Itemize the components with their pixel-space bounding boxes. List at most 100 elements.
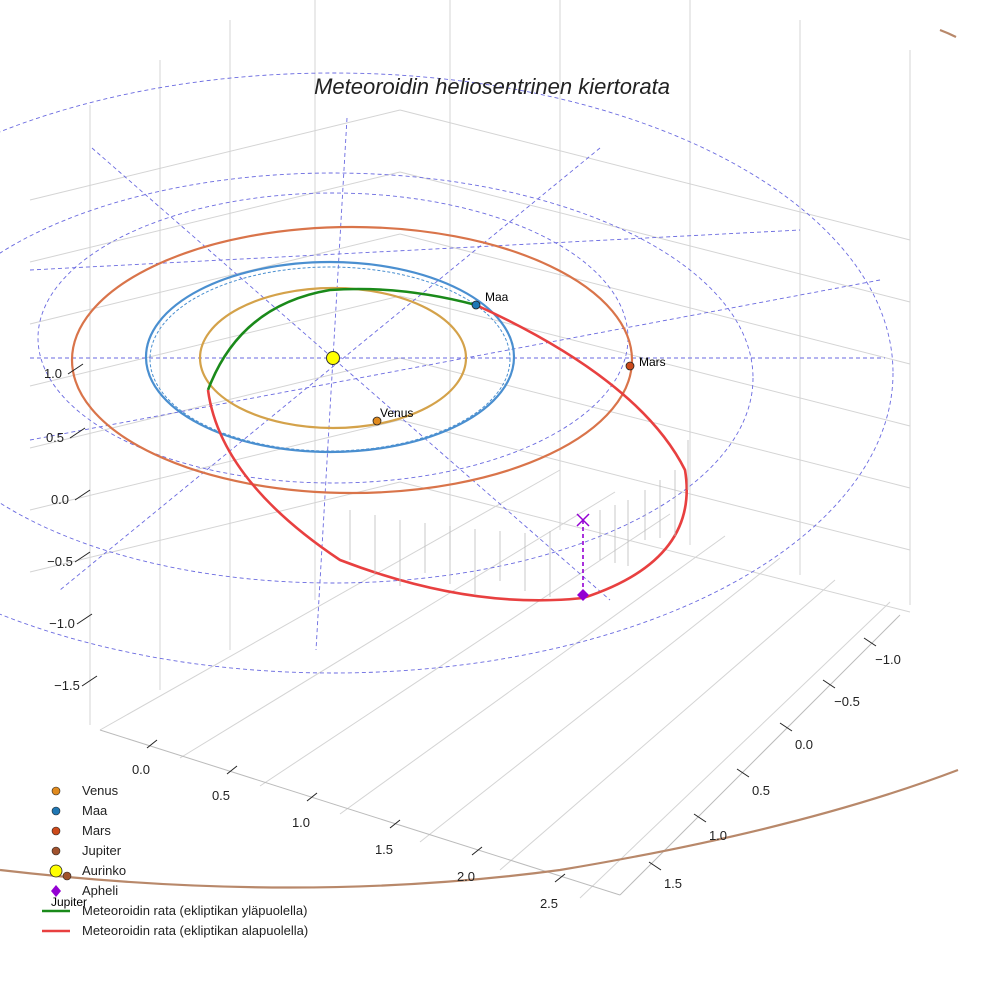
grid-line (579, 601, 891, 899)
z-tick-label: −1.0 (49, 616, 75, 631)
y-tick-label: 0.5 (752, 783, 770, 798)
z-tick-label: −1.5 (54, 678, 80, 693)
legend-label: Meteoroidin rata (ekliptikan yläpuolella… (82, 903, 307, 918)
grid-line (399, 171, 911, 303)
grid-line (29, 233, 401, 325)
z-tick-mark (81, 675, 98, 687)
ecliptic-ring (0, 172, 754, 584)
y-tick-label: 0.0 (795, 737, 813, 752)
grid-line (419, 557, 781, 843)
orbit-jupiter-arc-top (939, 28, 957, 38)
ecliptic-ring (0, 72, 894, 674)
planet-label-venus: Venus (380, 406, 413, 420)
tick-labels: 1.0 0.5 0.0 −0.5 −1.0 −1.5 0.0 0.5 1.0 1.5 2.0 2.5 −… (44, 363, 901, 911)
z-tick-mark (74, 489, 91, 501)
x-tick-label: 1.5 (375, 842, 393, 857)
y-tick-label: 1.5 (664, 876, 682, 891)
grid-line (99, 469, 561, 731)
z-tick-mark (76, 613, 93, 625)
planet-marker-maa (471, 300, 481, 310)
z-tick-label: −0.5 (47, 554, 73, 569)
legend-label: Venus (82, 783, 119, 798)
z-tick-label: 0.5 (46, 430, 64, 445)
grid-line (29, 357, 401, 449)
grid-line (29, 171, 401, 263)
chart-title: Meteoroidin heliosentrinen kiertorata (314, 74, 670, 99)
legend-label: Maa (82, 803, 108, 818)
y-tick-label: −0.5 (834, 694, 860, 709)
grid-line (29, 109, 401, 201)
grid-line (339, 535, 726, 815)
planet-marker-venus (372, 416, 382, 426)
ecliptic-reference-grid (0, 72, 894, 674)
y-tick-mark (648, 861, 662, 871)
sun-marker (326, 351, 340, 365)
grid-line (29, 481, 401, 573)
x-tick-mark (471, 846, 483, 856)
x-tick-label: 1.0 (292, 815, 310, 830)
z-tick-label: 1.0 (44, 366, 62, 381)
y-tick-mark (863, 637, 877, 647)
z-tick-label: 0.0 (51, 492, 69, 507)
orbit-jupiter (0, 768, 959, 889)
y-tick-label: 1.0 (709, 828, 727, 843)
x-tick-label: 0.0 (132, 762, 150, 777)
aphelion-projection-marker (576, 513, 590, 527)
jupiter-marker (62, 871, 72, 881)
y-tick-mark (736, 768, 750, 778)
grid-line (499, 579, 836, 871)
x-tick-mark (146, 739, 158, 749)
y-tick-mark (693, 813, 707, 823)
ecliptic-spoke (29, 229, 801, 271)
legend-label: Meteoroidin rata (ekliptikan alapuolella… (82, 923, 308, 938)
legend: Venus Maa Mars Jupiter Aurinko Apheli Meteoroi… (42, 783, 308, 938)
planet-label-maa: Maa (485, 290, 509, 304)
z-tick-mark (69, 427, 86, 439)
grid-line (399, 295, 911, 427)
ecliptic-spoke (29, 279, 881, 441)
x-tick-label: 0.5 (212, 788, 230, 803)
z-tick-mark (74, 551, 91, 563)
axis-line (619, 614, 901, 896)
orbit-mars (70, 225, 634, 495)
ecliptic-spoke (59, 147, 601, 591)
grid-line (399, 109, 911, 241)
axis-grid (29, 0, 911, 899)
y-tick-label: −1.0 (875, 652, 901, 667)
legend-swatch-jupiter (51, 846, 61, 856)
z-tick-mark (67, 363, 84, 375)
x-tick-mark (306, 792, 318, 802)
x-tick-mark (389, 819, 401, 829)
legend-label: Aurinko (82, 863, 126, 878)
x-tick-mark (226, 765, 238, 775)
planet-marker-mars (625, 361, 635, 371)
ecliptic-spoke (91, 147, 611, 601)
y-tick-mark (779, 722, 793, 732)
grid-line (399, 357, 911, 489)
grid-line (399, 481, 911, 613)
legend-label: Jupiter (82, 843, 122, 858)
x-tick-label: 2.5 (540, 896, 558, 911)
orbit-venus (198, 286, 468, 430)
legend-swatch-sun (49, 864, 63, 878)
legend-swatch-venus (51, 786, 61, 796)
legend-swatch-maa (51, 806, 61, 816)
orbit-maa-projection (149, 266, 511, 452)
jupiter-label: Jupiter (51, 895, 87, 909)
grid-line (399, 233, 911, 365)
legend-swatch-aphelion (51, 885, 61, 897)
markers-layer: Venus Maa Mars (326, 290, 666, 601)
grid-line (29, 419, 401, 511)
grid-line (179, 491, 616, 759)
legend-label: Apheli (82, 883, 118, 898)
legend-swatch-mars (51, 826, 61, 836)
orbit-maa (144, 260, 516, 454)
grid-line (399, 419, 911, 551)
x-tick-mark (554, 873, 566, 883)
axis-line (99, 729, 621, 896)
grid-line (259, 513, 671, 787)
x-tick-label: 2.0 (457, 869, 475, 884)
grid-line (29, 295, 401, 387)
ecliptic-spoke (315, 117, 348, 651)
